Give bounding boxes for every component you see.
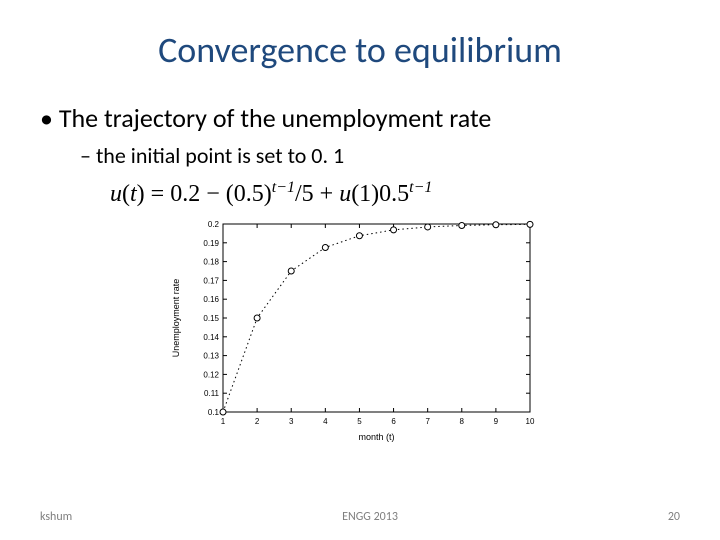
svg-text:0.18: 0.18 <box>203 258 219 267</box>
svg-text:9: 9 <box>494 417 499 426</box>
footer-pagenum: 20 <box>668 510 680 524</box>
svg-text:8: 8 <box>460 417 465 426</box>
svg-text:5: 5 <box>357 417 362 426</box>
bullet-level-1: The trajectory of the unemployment rate <box>40 102 680 134</box>
svg-text:0.14: 0.14 <box>203 333 219 342</box>
svg-text:0.15: 0.15 <box>203 314 219 323</box>
slide: Convergence to equilibrium The trajector… <box>0 0 720 540</box>
svg-text:4: 4 <box>323 417 328 426</box>
svg-text:0.16: 0.16 <box>203 295 219 304</box>
svg-text:0.12: 0.12 <box>203 370 219 379</box>
footer-author: kshum <box>40 510 72 524</box>
svg-text:0.13: 0.13 <box>203 352 219 361</box>
svg-text:10: 10 <box>526 417 535 426</box>
svg-text:0.1: 0.1 <box>208 408 220 417</box>
svg-text:1: 1 <box>221 417 226 426</box>
bullet-level-2: the initial point is set to 0. 1 <box>80 142 680 169</box>
equation: u(t) = 0.2 − (0.5)t−1/5 + u(1)0.5t−1 <box>110 179 680 208</box>
svg-text:6: 6 <box>391 417 396 426</box>
svg-text:month (t): month (t) <box>358 432 394 442</box>
footer: kshum ENGG 2013 20 <box>0 510 720 524</box>
svg-text:7: 7 <box>425 417 430 426</box>
svg-text:0.11: 0.11 <box>204 389 220 398</box>
svg-text:0.19: 0.19 <box>203 239 219 248</box>
chart-svg: 0.1 0.11 0.12 0.13 0.14 0.15 0.16 0.17 0.18 0.19 0… <box>165 214 555 444</box>
slide-title: Convergence to equilibrium <box>40 28 680 72</box>
svg-text:Unemployment rate: Unemployment rate <box>171 279 181 358</box>
svg-text:3: 3 <box>289 417 294 426</box>
svg-text:2: 2 <box>255 417 260 426</box>
unemployment-chart: 0.1 0.11 0.12 0.13 0.14 0.15 0.16 0.17 0.18 0.19 0… <box>165 214 555 449</box>
svg-text:0.2: 0.2 <box>208 220 220 229</box>
footer-course: ENGG 2013 <box>342 510 398 524</box>
svg-text:0.17: 0.17 <box>203 276 219 285</box>
